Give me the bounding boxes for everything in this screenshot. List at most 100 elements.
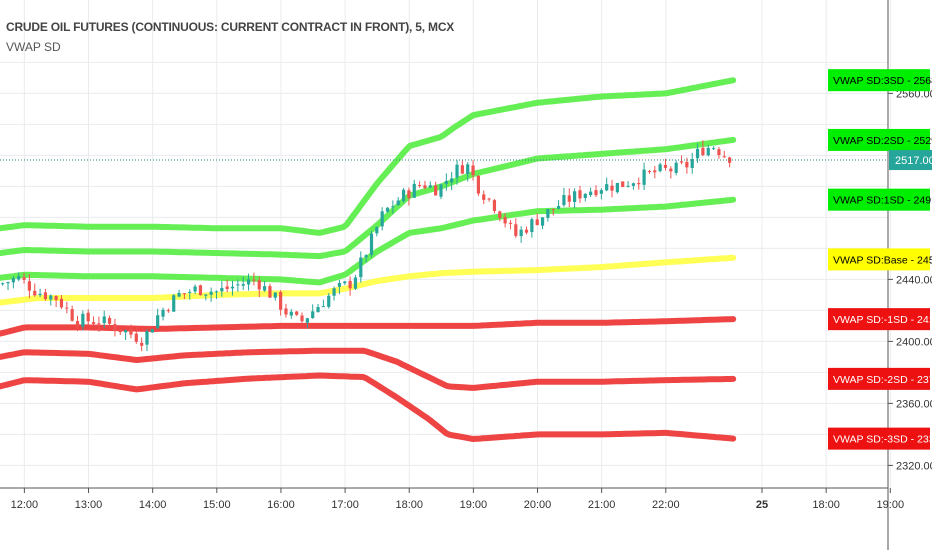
candle-body[interactable] <box>140 342 144 346</box>
candle-body[interactable] <box>97 323 101 325</box>
candle-body[interactable] <box>375 227 379 234</box>
candle-body[interactable] <box>647 171 652 173</box>
candle-body[interactable] <box>711 148 716 150</box>
candle-body[interactable] <box>193 286 197 292</box>
candle-body[interactable] <box>364 255 368 258</box>
candle-body[interactable] <box>166 310 170 312</box>
candle-body[interactable] <box>198 285 203 296</box>
candle-body[interactable] <box>257 280 261 290</box>
candle-body[interactable] <box>182 293 187 295</box>
candle-body[interactable] <box>519 229 523 237</box>
candle-body[interactable] <box>38 293 42 296</box>
candle-body[interactable] <box>412 183 416 198</box>
candle-body[interactable] <box>573 191 577 202</box>
candle-body[interactable] <box>663 164 668 168</box>
candle-body[interactable] <box>316 307 320 313</box>
candle-body[interactable] <box>230 286 235 289</box>
candle-body[interactable] <box>717 149 721 156</box>
candle-body[interactable] <box>75 321 80 327</box>
candle-body[interactable] <box>407 190 411 199</box>
candle-body[interactable] <box>359 257 363 278</box>
candle-body[interactable] <box>262 286 267 291</box>
candle-body[interactable] <box>204 294 208 296</box>
candle-body[interactable] <box>498 211 502 219</box>
candle-body[interactable] <box>343 281 347 284</box>
candle-body[interactable] <box>551 208 555 210</box>
candle-body[interactable] <box>722 156 726 158</box>
candle-body[interactable] <box>434 185 438 196</box>
candle-body[interactable] <box>177 292 181 297</box>
candle-body[interactable] <box>134 333 138 342</box>
candle-body[interactable] <box>455 164 459 178</box>
candle-body[interactable] <box>70 309 74 321</box>
candle-body[interactable] <box>188 291 192 293</box>
candle-body[interactable] <box>637 183 641 185</box>
candle-body[interactable] <box>621 181 625 187</box>
candle-body[interactable] <box>466 164 470 175</box>
candle-body[interactable] <box>6 282 10 284</box>
candle-body[interactable] <box>17 276 21 280</box>
candle-body[interactable] <box>695 148 700 159</box>
candle-body[interactable] <box>439 184 443 197</box>
candle-body[interactable] <box>145 331 149 345</box>
candle-body[interactable] <box>567 195 571 202</box>
candle-body[interactable] <box>674 162 678 173</box>
candle-body[interactable] <box>337 282 342 287</box>
candle-body[interactable] <box>33 290 37 296</box>
candle-body[interactable] <box>396 200 400 206</box>
candle-body[interactable] <box>524 229 529 233</box>
candle-body[interactable] <box>11 278 15 283</box>
candle-body[interactable] <box>107 317 112 324</box>
candle-body[interactable] <box>658 164 662 172</box>
candle-body[interactable] <box>59 298 64 308</box>
candle-body[interactable] <box>43 292 48 300</box>
candle-body[interactable] <box>305 318 309 323</box>
candle-body[interactable] <box>124 330 128 333</box>
candle-body[interactable] <box>369 233 374 255</box>
candle-body[interactable] <box>583 193 587 198</box>
candle-body[interactable] <box>450 178 454 183</box>
candle-body[interactable] <box>401 189 406 201</box>
candle-body[interactable] <box>27 281 32 291</box>
candle-body[interactable] <box>321 306 325 308</box>
candle-body[interactable] <box>348 280 352 289</box>
candle-body[interactable] <box>428 185 432 188</box>
candle-body[interactable] <box>156 315 160 329</box>
candle-body[interactable] <box>295 311 299 315</box>
candle-body[interactable] <box>214 291 219 293</box>
candle-body[interactable] <box>279 292 283 310</box>
candle-body[interactable] <box>380 211 384 227</box>
candle-body[interactable] <box>391 206 395 208</box>
candle-body[interactable] <box>530 219 534 233</box>
candle-body[interactable] <box>690 159 694 168</box>
candle-body[interactable] <box>492 200 497 211</box>
candle-body[interactable] <box>444 180 448 184</box>
candle-body[interactable] <box>540 217 545 226</box>
candle-body[interactable] <box>701 147 705 156</box>
candle-body[interactable] <box>118 329 122 333</box>
candle-body[interactable] <box>423 185 427 189</box>
candle-body[interactable] <box>113 324 117 331</box>
candle-body[interactable] <box>642 169 646 185</box>
candle-body[interactable] <box>460 165 464 174</box>
candle-body[interactable] <box>129 329 133 335</box>
candle-body[interactable] <box>54 295 58 300</box>
candle-body[interactable] <box>685 161 689 168</box>
candle-body[interactable] <box>49 295 53 300</box>
candle-body[interactable] <box>268 286 272 298</box>
candle-body[interactable] <box>594 190 598 196</box>
candle-body[interactable] <box>332 288 336 296</box>
candle-body[interactable] <box>476 175 481 194</box>
candle-body[interactable] <box>252 279 256 281</box>
candle-body[interactable] <box>150 329 154 333</box>
candle-body[interactable] <box>241 284 245 286</box>
candle-body[interactable] <box>385 207 390 212</box>
candle-body[interactable] <box>172 295 176 312</box>
candle-body[interactable] <box>578 190 582 199</box>
candle-body[interactable] <box>562 195 566 206</box>
candle-body[interactable] <box>503 217 507 224</box>
candle-body[interactable] <box>209 291 213 295</box>
candle-body[interactable] <box>353 277 358 289</box>
candle-body[interactable] <box>289 311 293 316</box>
